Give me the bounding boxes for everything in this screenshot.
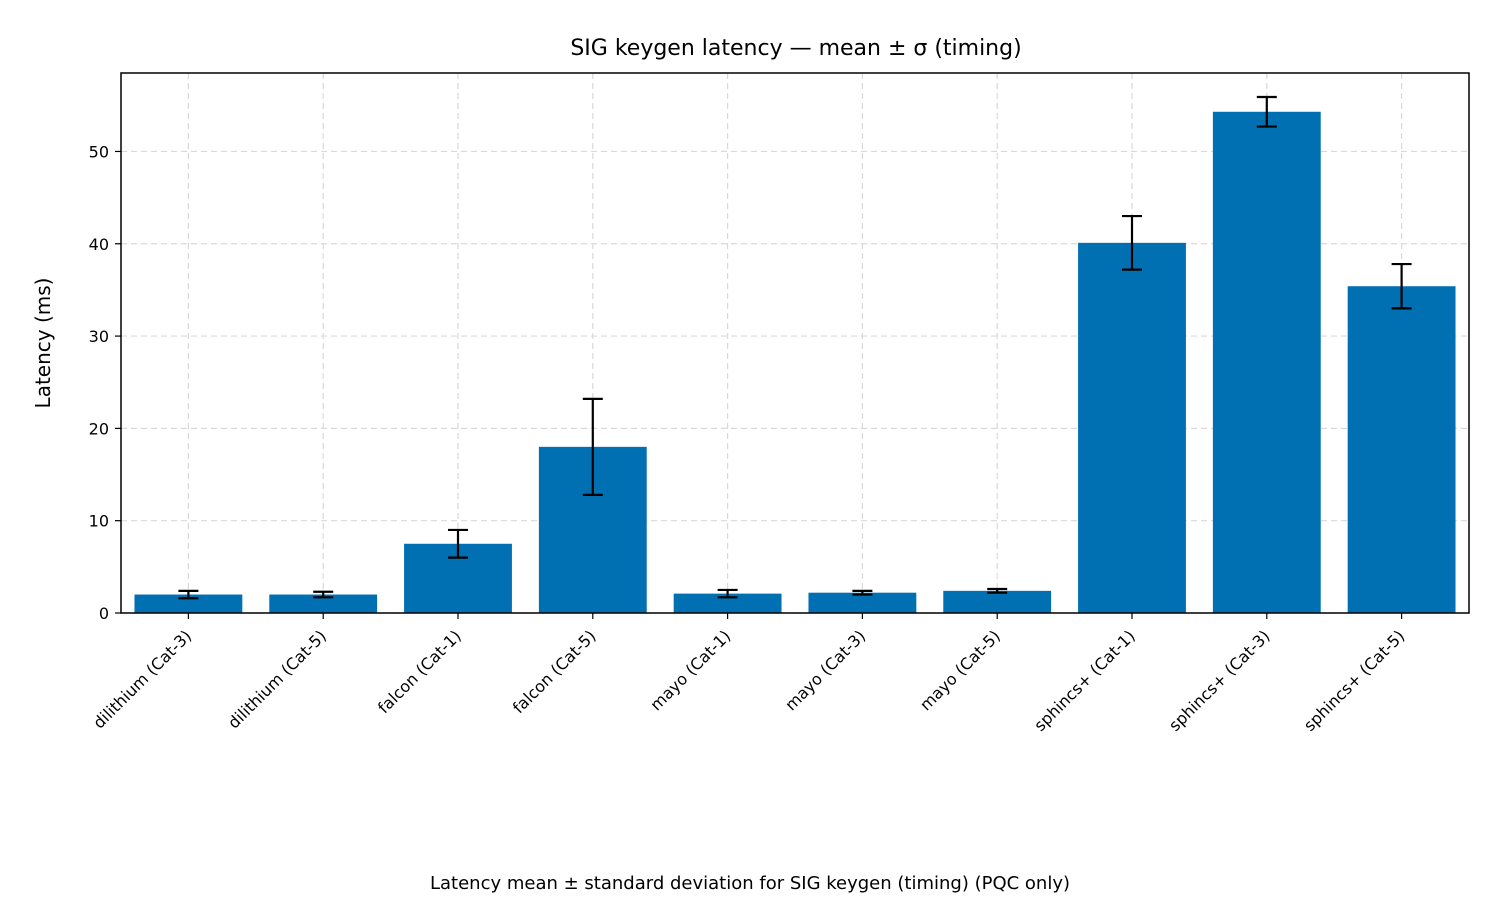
bar xyxy=(808,592,917,613)
y-tick-label: 30 xyxy=(89,327,109,346)
bar xyxy=(1347,286,1456,613)
bar xyxy=(134,594,243,613)
bar xyxy=(269,594,378,613)
y-tick-label: 20 xyxy=(89,419,109,438)
plot-frame xyxy=(120,72,1470,614)
bar xyxy=(943,590,1052,613)
y-tick-label: 50 xyxy=(89,142,109,161)
y-tick-label: 0 xyxy=(99,604,109,623)
y-tick-label: 40 xyxy=(89,235,109,254)
x-tick-label: mayo (Cat-5) xyxy=(916,626,1004,714)
x-tick-label: dilithium (Cat-5) xyxy=(224,626,330,732)
bar xyxy=(673,593,782,613)
x-tick-label: mayo (Cat-3) xyxy=(781,626,869,714)
x-tick-label: dilithium (Cat-3) xyxy=(89,626,195,732)
x-tick-label: sphincs+ (Cat-3) xyxy=(1165,626,1274,735)
error-bars xyxy=(178,95,1412,600)
y-tick-label: 10 xyxy=(89,512,109,531)
chart-title: SIG keygen latency — mean ± σ (timing) xyxy=(570,36,1021,61)
x-tick-label: falcon (Cat-1) xyxy=(374,626,465,717)
y-axis-label: Latency (ms) xyxy=(31,278,55,409)
bars xyxy=(134,111,1456,614)
chart-caption: Latency mean ± standard deviation for SI… xyxy=(430,873,1070,894)
bar xyxy=(1078,242,1186,613)
x-tick-label: mayo (Cat-1) xyxy=(646,626,734,714)
bar xyxy=(1212,111,1321,614)
x-tick-label: falcon (Cat-5) xyxy=(509,626,600,717)
x-tick-label: sphincs+ (Cat-1) xyxy=(1030,626,1139,735)
x-tick-label: sphincs+ (Cat-5) xyxy=(1300,626,1409,735)
